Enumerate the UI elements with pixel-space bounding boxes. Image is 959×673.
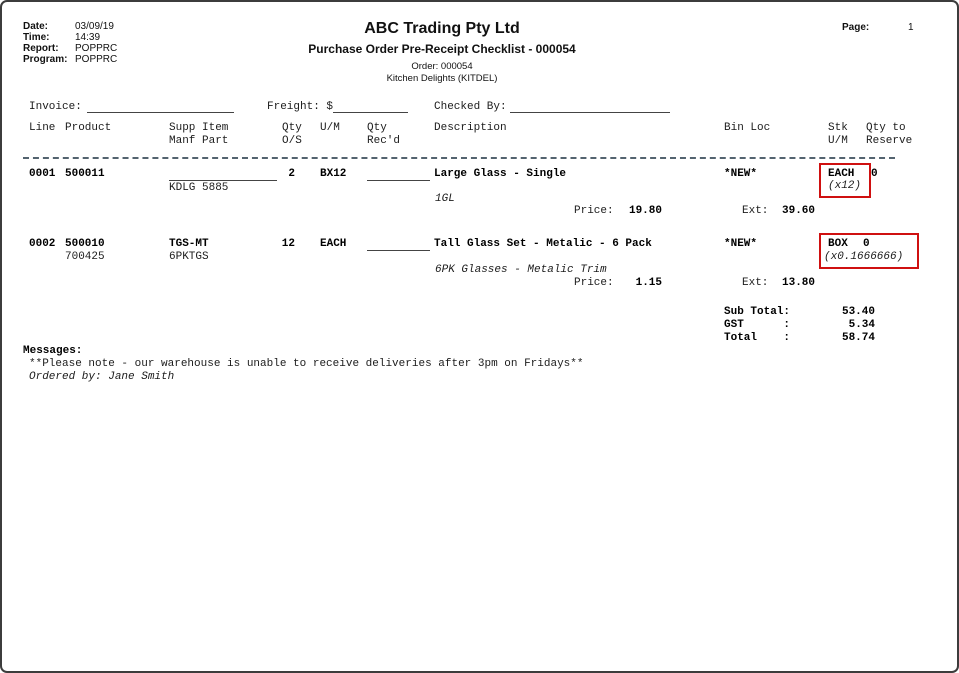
col-line: Line <box>29 122 56 134</box>
row-supp-item-blank-line <box>169 179 277 181</box>
row-qty-reserve: 0 <box>863 238 870 250</box>
col-manf-part: Manf Part <box>169 135 229 147</box>
page-number: 1 <box>908 22 914 33</box>
col-description: Description <box>434 122 507 134</box>
col-reserve: Reserve <box>866 135 913 147</box>
row-um: BX12 <box>320 168 347 180</box>
report-value: POPPRC <box>75 43 118 54</box>
row-qty-os: 2 <box>288 168 295 180</box>
row-description: Tall Glass Set - Metalic - 6 Pack <box>434 238 652 250</box>
time-label: Time: <box>23 32 50 43</box>
row-price-value: 19.80 <box>628 205 662 217</box>
col-bin-loc: Bin Loc <box>724 122 771 134</box>
col-stk-um: U/M <box>828 135 848 147</box>
report-label: Report: <box>23 43 59 54</box>
total-value: 58.74 <box>841 332 875 344</box>
row-ext-value: 13.80 <box>782 277 816 289</box>
total-label: Total : <box>724 332 791 344</box>
col-supp-item: Supp Item <box>169 122 229 134</box>
program-label: Program: <box>23 54 68 65</box>
row-bin-loc: *NEW* <box>724 238 758 250</box>
messages-note: **Please note - our warehouse is unable … <box>29 358 584 370</box>
subtotal-label: Sub Total: <box>724 306 791 318</box>
row-stk-um: BOX <box>828 238 848 250</box>
col-qty-os: Qty <box>282 122 302 134</box>
col-stk: Stk <box>828 122 848 134</box>
report-title: Purchase Order Pre-Receipt Checklist - 0… <box>308 42 576 56</box>
customer-name: Kitchen Delights (KITDEL) <box>386 73 498 84</box>
row-qty-os: 12 <box>281 238 295 250</box>
row-product-code: 500010 <box>65 238 105 250</box>
order-number: Order: 000054 <box>411 61 473 72</box>
ordered-by-note: Ordered by: Jane Smith <box>29 371 175 383</box>
stk-um-highlight-box <box>819 163 871 198</box>
program-value: POPPRC <box>75 54 118 65</box>
row-ext-label: Ext: <box>742 205 769 217</box>
company-name: ABC Trading Pty Ltd <box>364 20 520 37</box>
col-os: O/S <box>282 135 302 147</box>
row-qty-recd-blank-line <box>367 179 430 181</box>
row-manf-part: KDLG 5885 <box>169 182 229 194</box>
row-stk-um: EACH <box>828 168 855 180</box>
subtotal-value: 53.40 <box>841 306 875 318</box>
date-label: Date: <box>23 21 49 32</box>
row-product-code: 500011 <box>65 168 105 180</box>
row-manf-part: 6PKTGS <box>169 251 209 263</box>
col-product: Product <box>65 122 112 134</box>
col-qty-to: Qty to <box>866 122 906 134</box>
checked-by-blank-line <box>510 111 670 113</box>
messages-heading: Messages: <box>23 345 83 357</box>
page-label: Page: <box>842 22 870 33</box>
header-divider <box>23 157 895 159</box>
row-ext-label: Ext: <box>742 277 769 289</box>
gst-label: GST : <box>724 319 791 331</box>
gst-value: 5.34 <box>848 319 875 331</box>
row-ext-value: 39.60 <box>782 205 816 217</box>
row-description-note: 6PK Glasses - Metalic Trim <box>435 264 607 276</box>
row-product-alt: 700425 <box>65 251 105 263</box>
col-um: U/M <box>320 122 340 134</box>
col-recd: Rec'd <box>367 135 401 147</box>
row-supp-item: TGS-MT <box>169 238 209 250</box>
row-description: Large Glass - Single <box>434 168 567 180</box>
row-line-number: 0002 <box>29 238 56 250</box>
row-bin-loc: *NEW* <box>724 168 758 180</box>
time-value: 14:39 <box>75 32 101 43</box>
row-um: EACH <box>320 238 347 250</box>
row-description-note: 1GL <box>435 193 455 205</box>
row-price-label: Price: <box>574 277 614 289</box>
row-line-number: 0001 <box>29 168 56 180</box>
row-stk-conversion: (x0.1666666) <box>824 251 904 263</box>
stk-um-highlight-box <box>819 233 919 269</box>
row-stk-conversion: (x12) <box>828 180 862 192</box>
freight-label: Freight: $ <box>267 101 334 113</box>
invoice-label: Invoice: <box>29 101 82 113</box>
row-qty-recd-blank-line <box>367 249 430 251</box>
freight-blank-line <box>333 111 408 113</box>
row-qty-reserve: 0 <box>871 168 878 180</box>
invoice-blank-line <box>87 111 234 113</box>
row-price-value: 1.15 <box>635 277 662 289</box>
checked-by-label: Checked By: <box>434 101 507 113</box>
date-value: 03/09/19 <box>75 21 114 32</box>
col-qty-recd: Qty <box>367 122 387 134</box>
row-price-label: Price: <box>574 205 614 217</box>
